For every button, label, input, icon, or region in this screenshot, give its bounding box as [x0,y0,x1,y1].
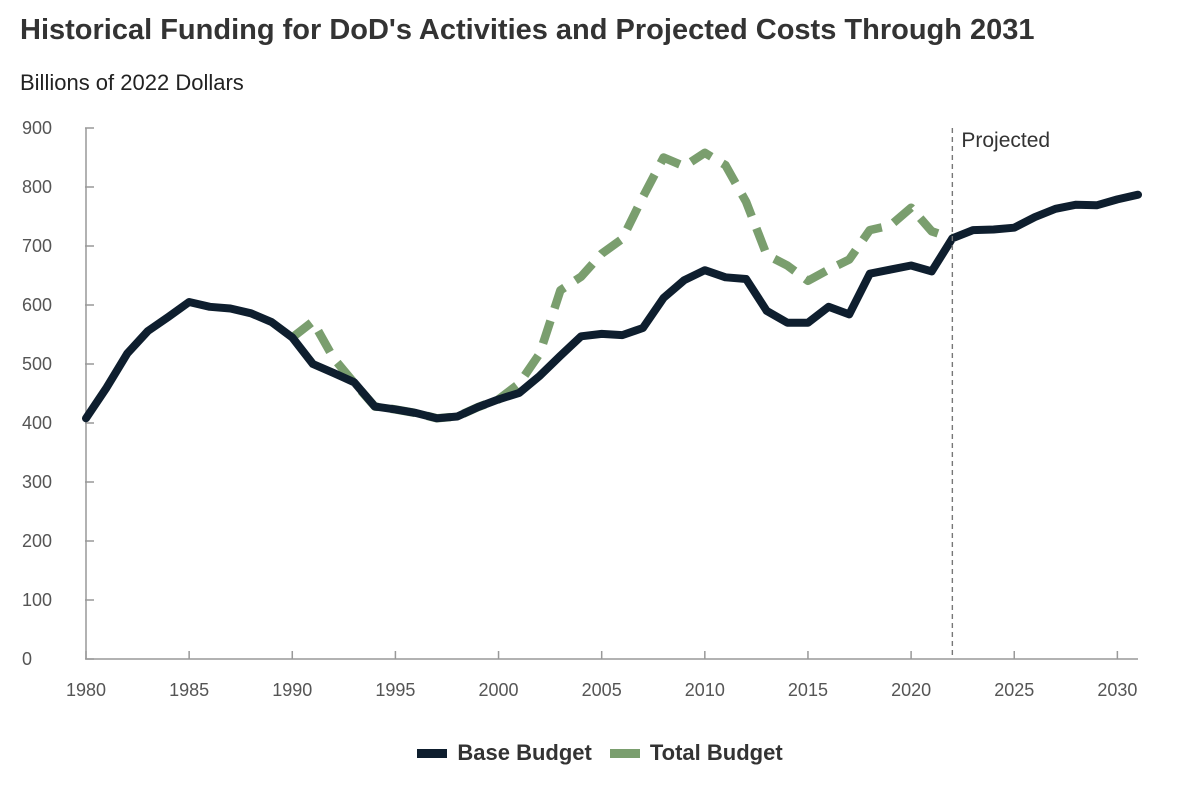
series-line-total-budget [289,148,954,423]
series-layer [82,148,1142,423]
y-tick-label: 500 [22,354,52,374]
y-tick-label: 600 [22,295,52,315]
y-tick-label: 700 [22,236,52,256]
projection-label: Projected [961,129,1050,152]
legend-swatch-base-budget [417,748,448,758]
chart-subtitle: Billions of 2022 Dollars [20,70,244,95]
x-tick-label: 2005 [582,680,622,700]
x-tick-label: 1995 [375,680,415,700]
series-line-base-budget [82,190,1142,423]
y-tick-label: 300 [22,472,52,492]
y-tick-label: 900 [22,118,52,138]
legend-swatch-total-budget [609,748,640,758]
legend-label-base-budget: Base Budget [457,740,592,765]
x-tick-label: 2020 [891,680,931,700]
annotation-layer: Projected [951,128,1050,659]
legend-label-total-budget: Total Budget [649,740,783,765]
y-tick-label: 100 [22,590,52,610]
x-tick-label: 2015 [788,680,828,700]
x-tick-label: 2030 [1097,680,1137,700]
legend-item-base-budget: Base Budget [417,740,592,766]
y-tick-label: 400 [22,413,52,433]
legend-item-total-budget: Total Budget [609,740,783,766]
legend: Base Budget Total Budget [0,740,1200,766]
y-tick-label: 0 [22,649,32,669]
x-tick-label: 1990 [272,680,312,700]
x-tick-label: 1980 [66,680,106,700]
x-tick-label: 2010 [685,680,725,700]
y-tick-label: 200 [22,531,52,551]
axes: 0 100 200 300 400 500 600 700 800 900 1980 1985 1990… [22,118,1138,700]
y-tick-label: 800 [22,177,52,197]
x-tick-label: 2025 [994,680,1034,700]
x-tick-label: 1985 [169,680,209,700]
x-tick-label: 2000 [479,680,519,700]
chart-title: Historical Funding for DoD's Activities … [20,14,1035,46]
